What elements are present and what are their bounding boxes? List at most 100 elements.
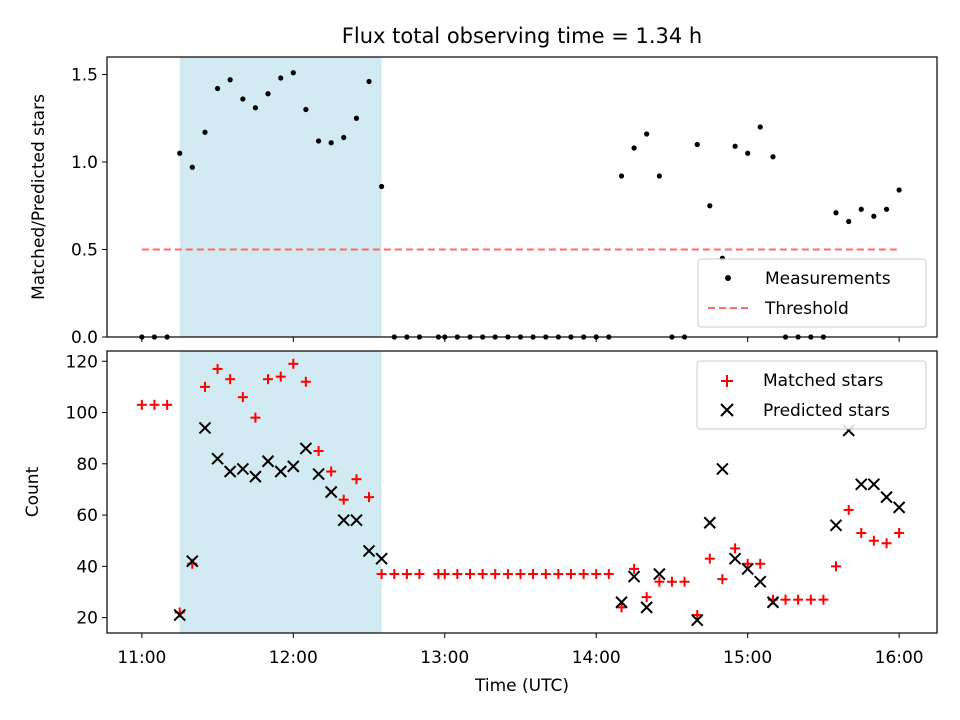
matched-star-point xyxy=(578,569,589,580)
matched-star-point xyxy=(490,569,501,580)
x-tick-label: 12:00 xyxy=(269,648,318,668)
x-tick-label: 16:00 xyxy=(875,648,924,668)
predicted-star-point xyxy=(287,460,300,473)
predicted-star-point xyxy=(741,562,754,576)
predicted-star-point xyxy=(186,555,199,568)
measurement-point xyxy=(644,131,650,137)
x-tick-label: 14:00 xyxy=(572,648,621,668)
matched-star-point xyxy=(465,569,476,580)
matched-star-point xyxy=(212,363,223,374)
measurement-point xyxy=(252,105,259,111)
predicted-star-point xyxy=(754,575,767,588)
predicted-star-point xyxy=(892,501,906,514)
matched-star-point xyxy=(275,371,286,382)
bottom-panel: 20 40 60 80 100 120 11:00 12:00 13:00 14:00 15:00… xyxy=(23,350,938,696)
predicted-star-point xyxy=(855,478,868,491)
predicted-star-point xyxy=(716,462,729,476)
y-tick-label: 100 xyxy=(66,404,98,424)
legend-matched-label: Matched stars xyxy=(763,371,883,391)
measurement-point xyxy=(656,173,662,179)
legend-matched-marker xyxy=(721,375,733,387)
predicted-star-point xyxy=(640,601,653,614)
matched-star-point xyxy=(136,399,147,410)
matched-star-point xyxy=(351,474,362,485)
matched-star-point xyxy=(868,535,879,546)
matched-star-point xyxy=(149,399,160,410)
matched-star-point xyxy=(326,466,337,477)
matched-star-point xyxy=(679,576,690,587)
matched-star-point xyxy=(894,528,905,539)
measurement-point xyxy=(240,96,246,102)
x-tick-label: 15:00 xyxy=(723,648,772,668)
predicted-star-point xyxy=(375,552,388,565)
predicted-star-point xyxy=(653,567,666,581)
matched-star-point xyxy=(780,594,791,605)
matched-star-point xyxy=(881,538,892,549)
measurement-point xyxy=(227,77,233,83)
predicted-star-point xyxy=(728,552,742,565)
measurement-point xyxy=(290,70,296,76)
predicted-star-point xyxy=(299,442,313,455)
matched-star-point xyxy=(629,563,640,574)
measurement-point xyxy=(896,187,902,193)
top-panel: Flux total observing time = 1.34 h 0.00.… xyxy=(29,24,938,348)
matched-star-point xyxy=(742,558,753,569)
top-highlight-span xyxy=(179,57,382,337)
measurement-point xyxy=(745,150,751,156)
measurement-point xyxy=(378,183,385,190)
matched-star-point xyxy=(856,528,867,539)
predicted-star-point xyxy=(362,544,376,558)
predicted-star-point xyxy=(691,613,704,627)
measurement-point xyxy=(732,143,738,149)
top-y-axis-label: Matched/Predicted stars xyxy=(29,94,49,300)
top-legend: Measurements Threshold xyxy=(697,258,927,328)
matched-star-point xyxy=(452,569,463,580)
matched-star-point xyxy=(263,374,274,385)
measurement-point xyxy=(341,134,347,141)
matched-star-point xyxy=(704,553,715,564)
matched-star-point xyxy=(717,574,728,585)
measurement-point xyxy=(631,145,637,151)
matched-star-point xyxy=(300,376,311,387)
predicted-star-point xyxy=(324,485,338,499)
matched-star-point xyxy=(515,569,526,580)
measurement-point xyxy=(694,141,700,148)
y-tick-label: 0.5 xyxy=(71,241,98,261)
top-y-ticks: 0.0 0.5 1.0 1.5 xyxy=(71,66,107,348)
predicted-star-point xyxy=(223,465,237,478)
matched-star-point xyxy=(603,569,614,580)
matched-star-point xyxy=(830,561,841,572)
matched-star-point xyxy=(199,381,210,392)
measurement-point xyxy=(366,78,372,85)
measurement-point xyxy=(328,140,334,146)
bottom-legend: Matched stars Predicted stars xyxy=(696,360,927,430)
measurement-point xyxy=(303,106,309,113)
matched-star-point xyxy=(692,610,703,621)
y-tick-label: 60 xyxy=(76,506,98,526)
y-tick-label: 0.0 xyxy=(71,328,98,348)
top-axes-frame xyxy=(106,56,938,338)
y-tick-label: 20 xyxy=(76,609,98,629)
measurement-point xyxy=(177,150,183,156)
matched-star-point xyxy=(755,558,766,569)
measurement-point xyxy=(278,75,284,81)
predicted-star-point xyxy=(627,570,641,583)
measurement-point xyxy=(265,91,271,97)
matched-star-point xyxy=(439,569,450,580)
predicted-stars-points xyxy=(173,421,906,627)
matched-star-point xyxy=(502,569,513,580)
bottom-highlight-span xyxy=(179,351,382,633)
bottom-x-ticks: 11:00 12:00 13:00 14:00 15:00 16:00 xyxy=(117,633,924,668)
y-tick-label: 120 xyxy=(66,352,98,372)
predicted-star-point xyxy=(211,452,224,465)
matched-star-point xyxy=(401,569,412,580)
legend-predicted-label: Predicted stars xyxy=(763,401,890,421)
predicted-star-point xyxy=(350,513,363,527)
measurement-point xyxy=(189,164,195,170)
matched-star-point xyxy=(565,569,576,580)
matched-star-point xyxy=(414,569,425,580)
matched-star-point xyxy=(540,569,551,580)
measurement-point xyxy=(353,115,360,121)
predicted-star-point xyxy=(337,513,350,527)
